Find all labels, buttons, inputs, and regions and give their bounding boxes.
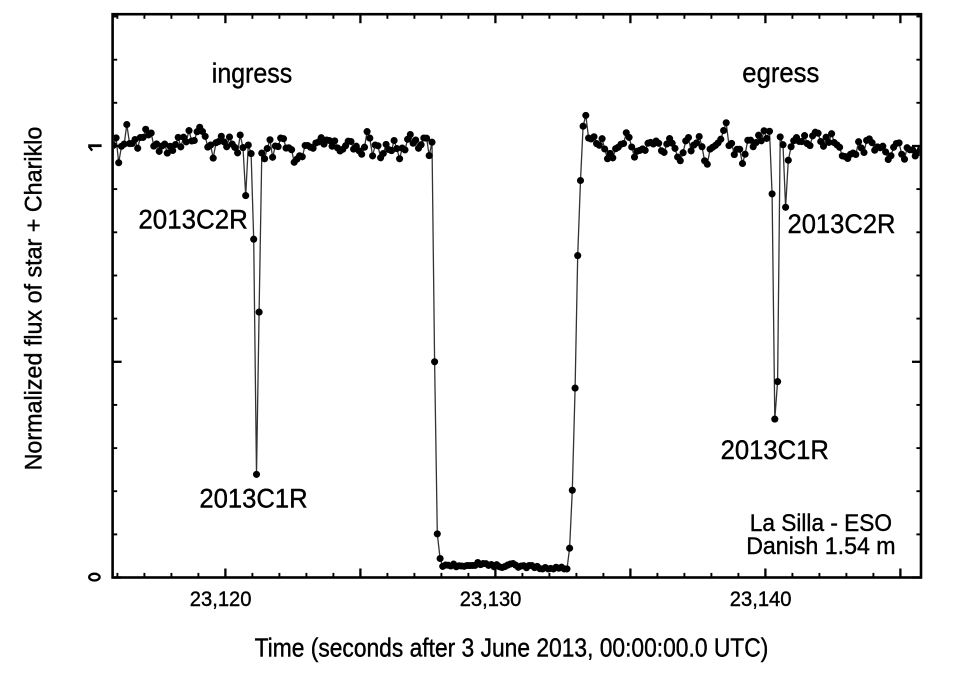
svg-text:2013C2R: 2013C2R — [138, 205, 248, 235]
svg-text:2013C2R: 2013C2R — [788, 209, 896, 239]
svg-text:egress: egress — [742, 57, 819, 88]
svg-text:2013C1R: 2013C1R — [721, 435, 829, 465]
svg-text:ingress: ingress — [212, 58, 292, 89]
svg-text:23,130: 23,130 — [460, 587, 522, 611]
svg-text:Danish 1.54 m: Danish 1.54 m — [746, 533, 895, 560]
svg-text:Time (seconds after 3 June 201: Time (seconds after 3 June 2013, 00:00:0… — [255, 632, 769, 662]
svg-text:23,140: 23,140 — [730, 587, 792, 611]
svg-text:23,120: 23,120 — [190, 587, 252, 611]
svg-text:2013C1R: 2013C1R — [199, 484, 307, 514]
svg-text:La Silla - ESO: La Silla - ESO — [750, 510, 892, 537]
svg-text:Normalized flux of star + Char: Normalized flux of star + Chariklo — [21, 127, 48, 471]
